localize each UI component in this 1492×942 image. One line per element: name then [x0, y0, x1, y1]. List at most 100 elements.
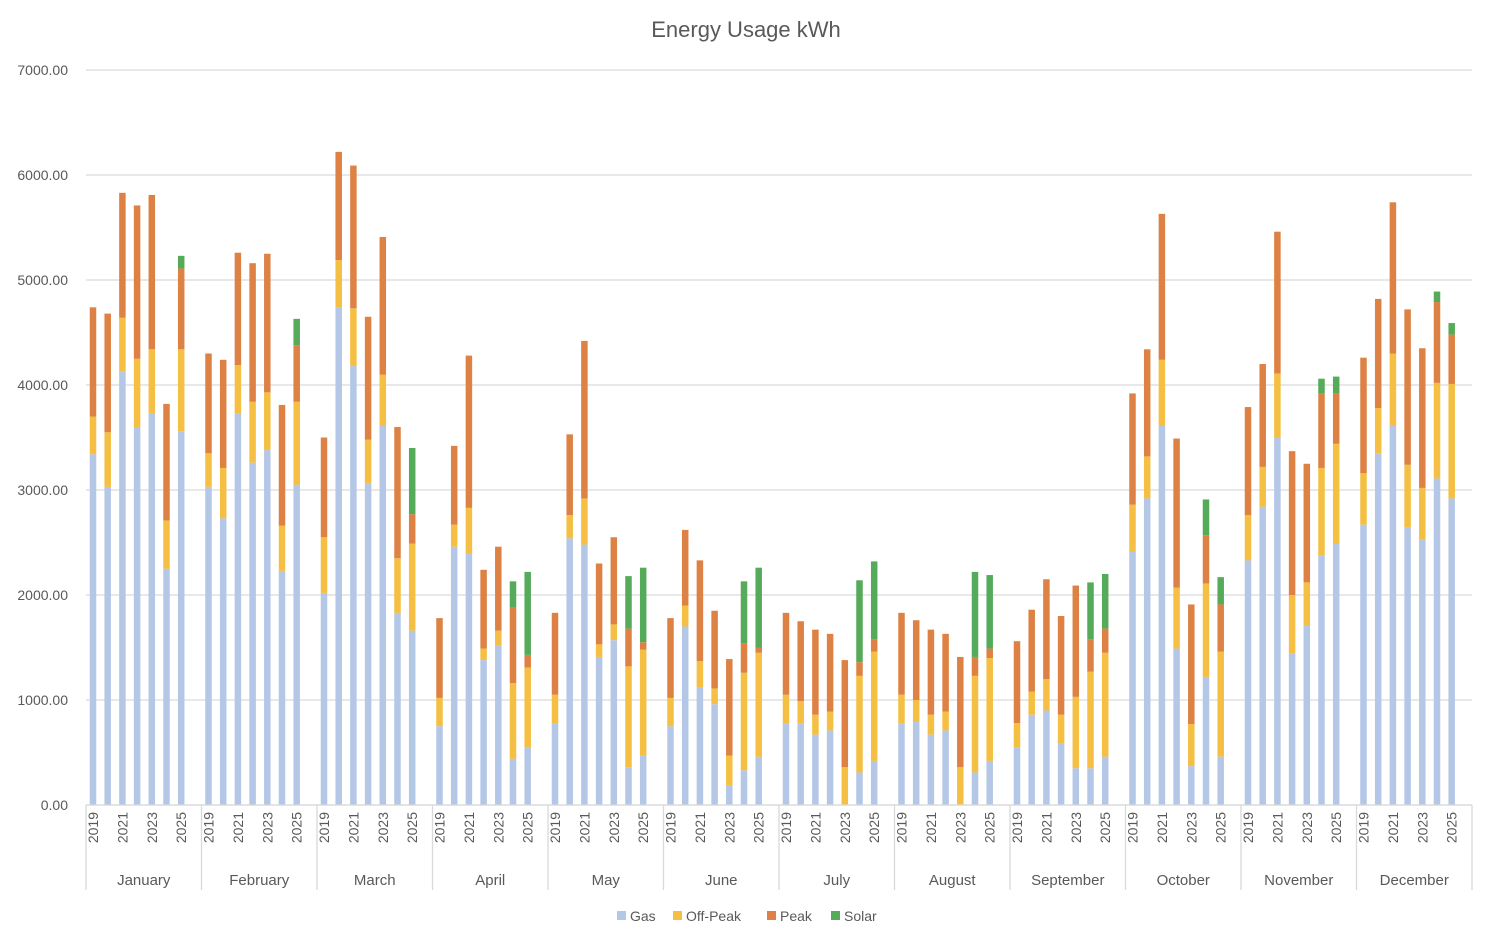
bar-segment-off-peak: [957, 767, 964, 805]
bar-segment-peak: [465, 355, 473, 508]
bar-segment-gas: [898, 723, 905, 805]
bar-segment-peak: [566, 434, 573, 516]
bar-segment-off-peak: [1259, 466, 1266, 507]
bar-segment-solar: [1202, 499, 1210, 536]
bar-segment-peak: [278, 404, 286, 526]
bar-segment-gas: [1318, 555, 1325, 805]
bar-segment-off-peak: [1303, 582, 1311, 626]
bar-segment-off-peak: [1129, 504, 1136, 552]
bar-segment-off-peak: [1419, 487, 1426, 540]
bar-segment-off-peak: [1374, 408, 1382, 454]
bar-segment-gas: [119, 371, 126, 805]
bar-segment-peak: [1188, 604, 1195, 725]
year-tick-label: 2019: [316, 812, 332, 843]
bar-segment-peak: [379, 236, 387, 375]
year-tick-label: 2025: [982, 812, 998, 843]
bar-segment-off-peak: [1087, 671, 1094, 769]
bar-segment-off-peak: [148, 349, 156, 414]
bar-segment-off-peak: [841, 767, 849, 805]
bar-segment-gas: [1389, 425, 1397, 805]
bar-segment-gas: [826, 730, 834, 805]
bar-segment-peak: [696, 560, 704, 662]
bar-segment-off-peak: [912, 700, 920, 721]
month-label: February: [229, 872, 290, 889]
bar-segment-gas: [1374, 453, 1382, 805]
bar-segment-off-peak: [1188, 724, 1195, 767]
bar-segment-peak: [205, 353, 212, 454]
bar-segment-solar: [986, 575, 993, 649]
bar-segment-peak: [219, 359, 227, 468]
bar-segment-off-peak: [1448, 383, 1455, 499]
year-tick-label: 2021: [1038, 812, 1054, 843]
y-tick-label: 5000.00: [17, 272, 68, 288]
year-tick-label: 2019: [778, 812, 794, 843]
bar-segment-solar: [1087, 582, 1094, 640]
bar-segment-gas: [104, 486, 111, 805]
bar-segment-peak: [1389, 202, 1397, 354]
month-label: September: [1031, 872, 1104, 889]
bar-segment-gas: [177, 431, 185, 805]
bar-segment-off-peak: [942, 711, 949, 731]
bar-segment-gas: [1072, 768, 1080, 805]
bar-segment-off-peak: [755, 652, 762, 757]
bar-segment-off-peak: [177, 349, 185, 432]
bar-segment-gas: [394, 612, 401, 805]
month-label: October: [1157, 872, 1210, 889]
bar-segment-off-peak: [1043, 679, 1050, 711]
bar-segment-peak: [826, 633, 834, 712]
legend-swatch-peak: [767, 911, 776, 920]
year-tick-label: 2021: [1385, 812, 1401, 843]
bar-segment-peak: [104, 313, 111, 433]
bar-segment-off-peak: [1404, 464, 1411, 528]
bar-segment-peak: [495, 546, 502, 631]
bar-segment-gas: [797, 723, 804, 805]
bar-segment-off-peak: [509, 683, 517, 759]
bar-segment-peak: [797, 621, 804, 702]
bar-segment-gas: [912, 721, 920, 805]
bar-segment-peak: [524, 654, 531, 668]
year-tick-label: 2019: [432, 812, 448, 843]
bar-segment-gas: [509, 758, 517, 805]
bar-segment-solar: [870, 561, 878, 640]
bar-segment-off-peak: [264, 392, 271, 451]
bar-segment-solar: [509, 581, 517, 608]
bar-segment-off-peak: [219, 467, 227, 519]
bar-segment-peak: [249, 263, 256, 402]
bar-segment-off-peak: [89, 416, 97, 455]
bar-segment-peak: [1202, 535, 1210, 584]
bar-segment-peak: [927, 629, 935, 715]
bar-segment-solar: [625, 576, 632, 629]
year-tick-label: 2021: [923, 812, 939, 843]
bar-segment-gas: [971, 772, 979, 805]
bar-segment-off-peak: [797, 701, 804, 724]
bar-segment-gas: [335, 307, 342, 805]
year-tick-label: 2021: [114, 812, 130, 843]
year-tick-label: 2025: [289, 812, 305, 843]
bar-segment-gas: [350, 366, 357, 805]
bar-segment-off-peak: [1101, 652, 1109, 757]
bar-segment-off-peak: [581, 498, 588, 545]
bar-segment-peak: [1360, 357, 1367, 474]
year-tick-label: 2023: [837, 812, 853, 843]
bar-segment-solar: [1318, 378, 1325, 394]
bar-segment-off-peak: [1173, 587, 1180, 649]
gridlines: [86, 69, 1472, 806]
bar-segment-peak: [942, 633, 949, 712]
bar-segment-gas: [1173, 648, 1180, 805]
month-label: May: [592, 872, 621, 889]
bar-segment-solar: [755, 567, 762, 648]
bar-segment-gas: [696, 687, 704, 805]
legend-swatch-solar: [831, 911, 840, 920]
bar-segment-peak: [1419, 348, 1426, 488]
bar-segment-gas: [450, 546, 458, 805]
bar-segment-peak: [1043, 579, 1050, 679]
year-tick-label: 2019: [547, 812, 563, 843]
chart-title: Energy Usage kWh: [651, 17, 841, 42]
bar-segment-off-peak: [278, 525, 286, 571]
bar-segment-gas: [249, 462, 256, 805]
bar-segment-off-peak: [1013, 723, 1021, 748]
year-tick-label: 2021: [461, 812, 477, 843]
legend-swatch-gas: [617, 911, 626, 920]
bar-segment-solar: [740, 581, 748, 644]
bar-segment-peak: [1288, 451, 1296, 595]
